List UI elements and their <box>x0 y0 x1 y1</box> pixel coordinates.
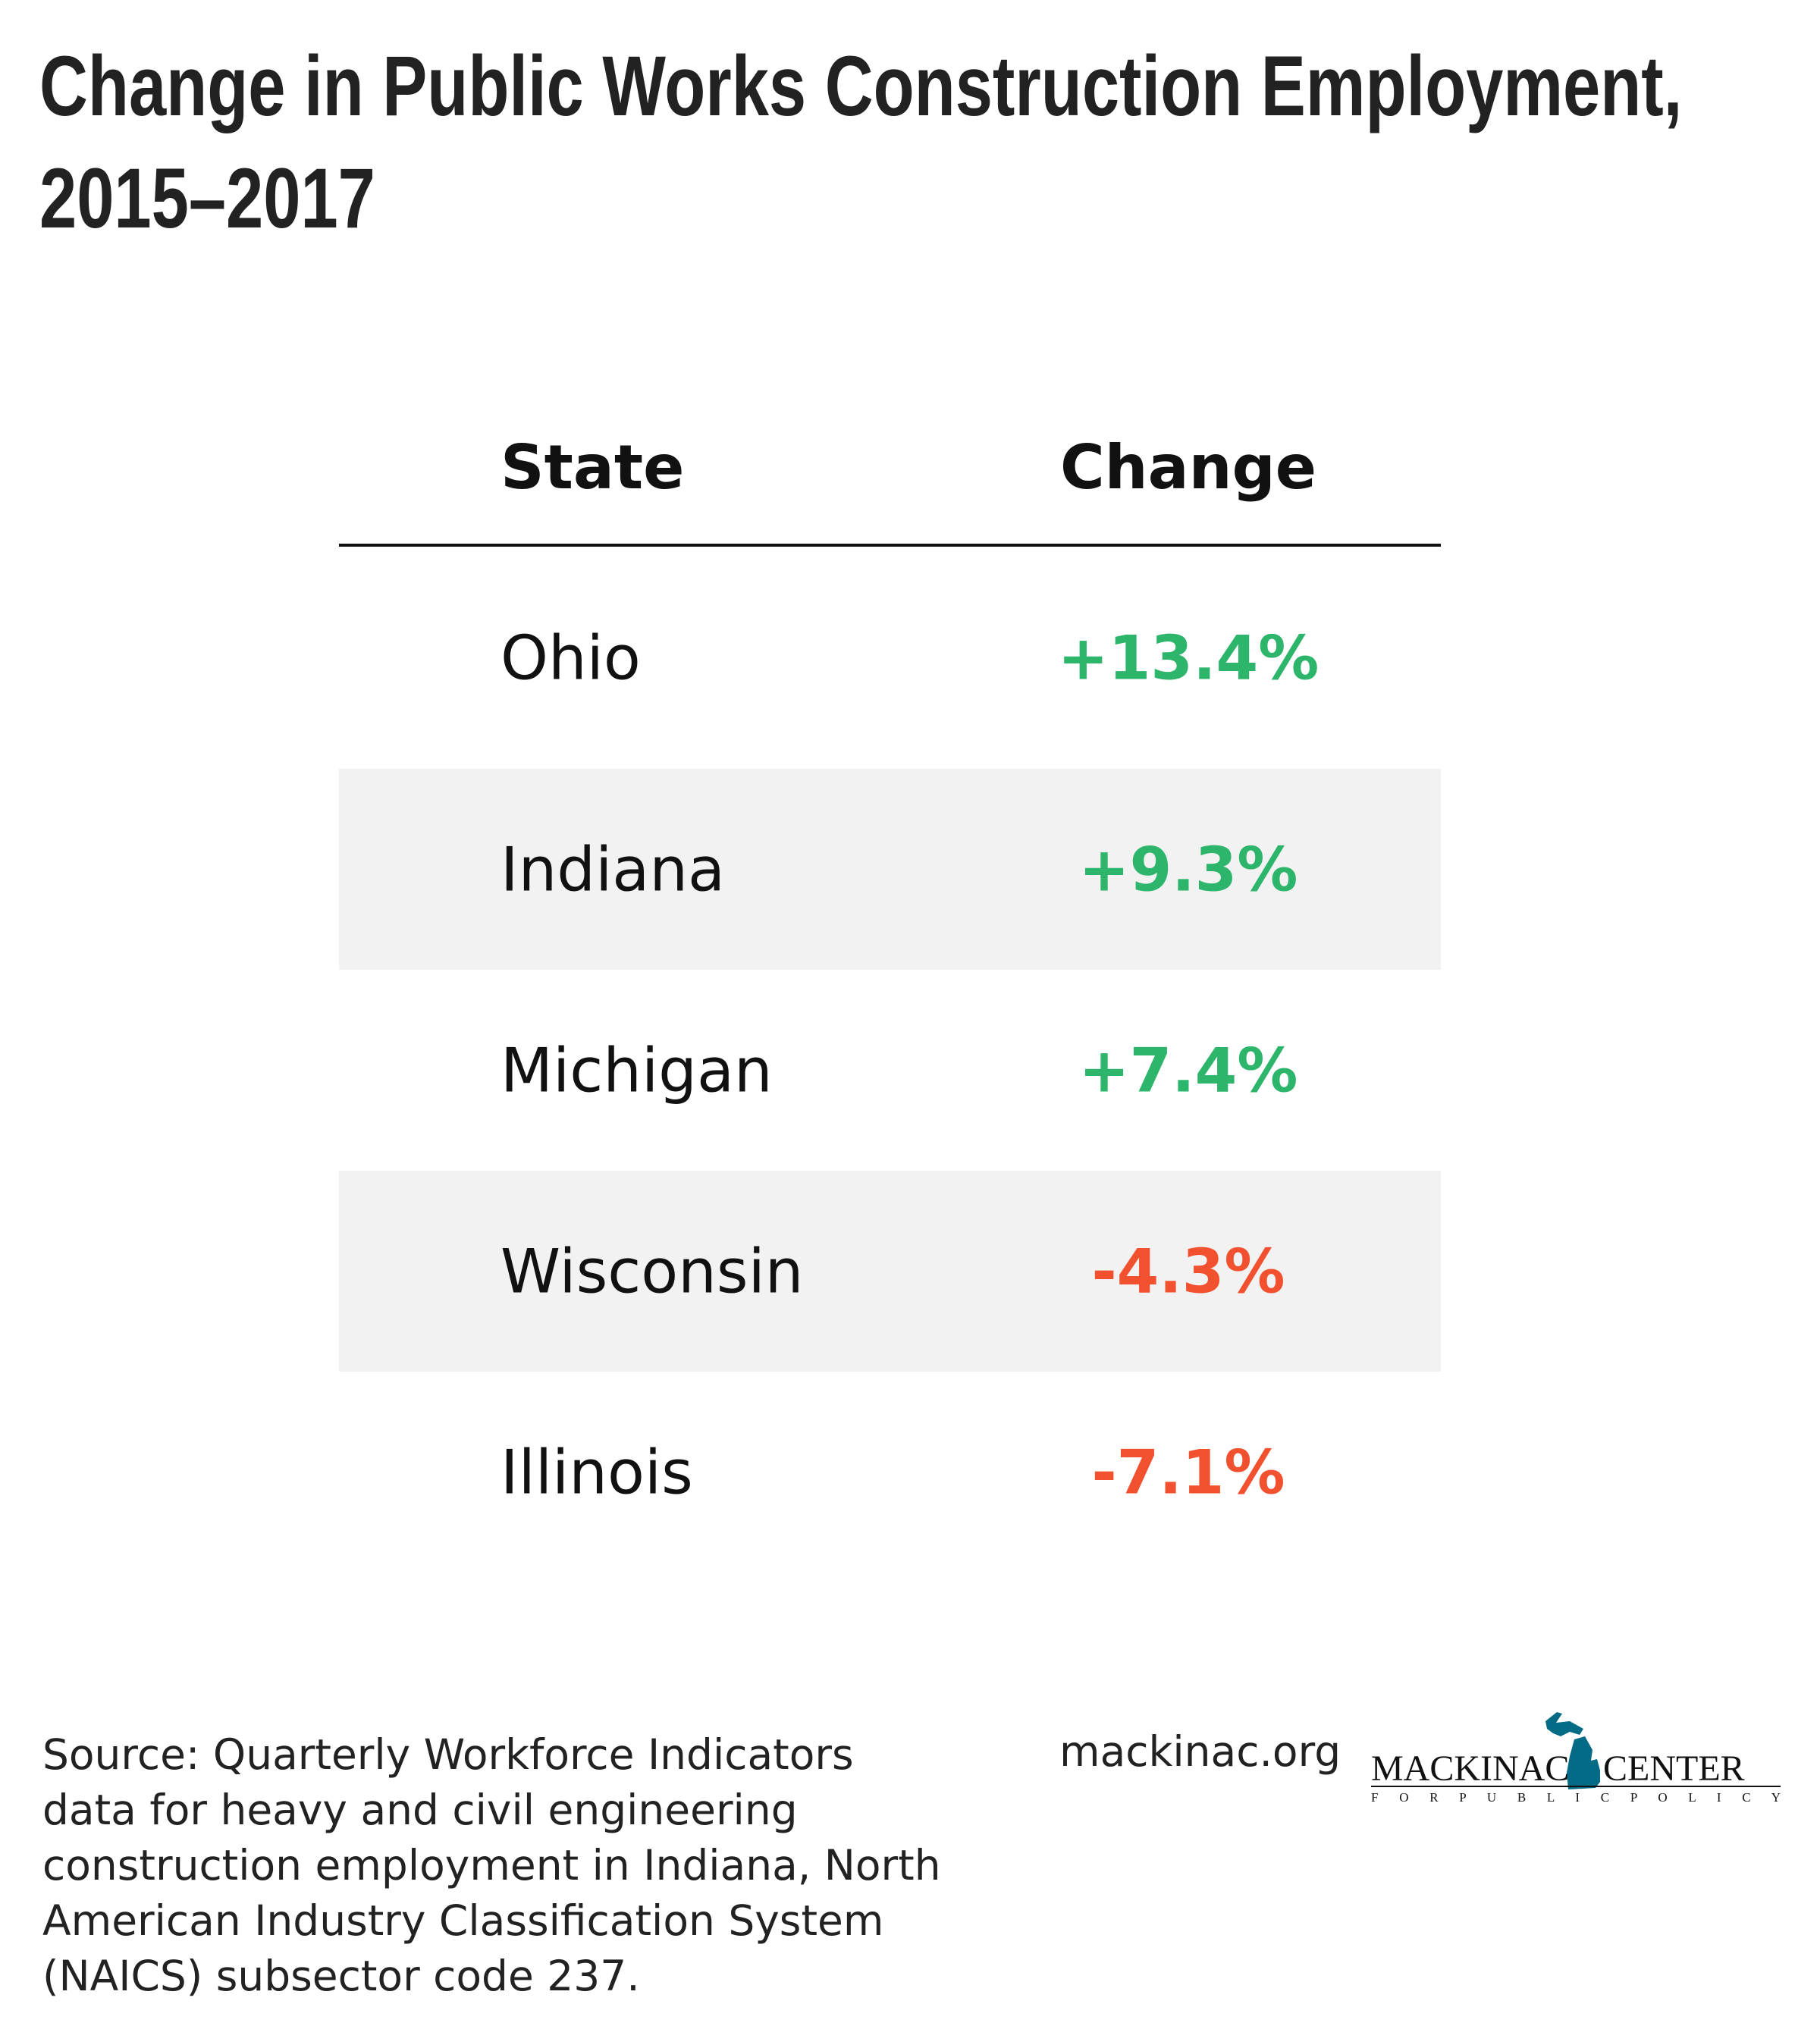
data-table: State Change Ohio +13.4% Indiana +9.3% M… <box>339 409 1441 1573</box>
table-row: Indiana +9.3% <box>339 769 1441 970</box>
table-row: Ohio +13.4% <box>339 547 1441 769</box>
state-name: Wisconsin <box>500 1236 804 1306</box>
table-header: State Change <box>339 409 1441 547</box>
michigan-map-icon <box>1545 1712 1600 1789</box>
source-note: Source: Quarterly Workforce Indicators d… <box>42 1730 941 2000</box>
state-name: Michigan <box>500 1035 773 1106</box>
state-name: Illinois <box>500 1437 693 1507</box>
change-value: -4.3% <box>1091 1236 1285 1306</box>
table-row: Michigan +7.4% <box>339 970 1441 1171</box>
change-value: +7.4% <box>1078 1035 1298 1106</box>
header-change: Change <box>1059 432 1317 503</box>
state-name: Ohio <box>500 623 641 693</box>
change-value: -7.1% <box>1091 1437 1285 1507</box>
change-value: +9.3% <box>1078 834 1298 905</box>
change-value: +13.4% <box>1057 623 1320 693</box>
website-link[interactable]: mackinac.org <box>1059 1727 1341 1776</box>
table-row: Wisconsin -4.3% <box>339 1171 1441 1372</box>
page-title: Change in Public Works Construction Empl… <box>39 39 1683 246</box>
svg-text:MACKINAC: MACKINAC <box>1371 1748 1569 1789</box>
svg-text:CENTER: CENTER <box>1603 1748 1745 1789</box>
mackinac-center-logo: MACKINAC CENTER F O R P U B L I C P O L … <box>1371 1706 1781 1805</box>
header-state: State <box>500 432 685 503</box>
state-name: Indiana <box>500 834 726 905</box>
svg-text:F O R P U B L I C P O L I: F O R P U B L I C P O L I C Y <box>1371 1790 1781 1805</box>
table-row: Illinois -7.1% <box>339 1372 1441 1573</box>
